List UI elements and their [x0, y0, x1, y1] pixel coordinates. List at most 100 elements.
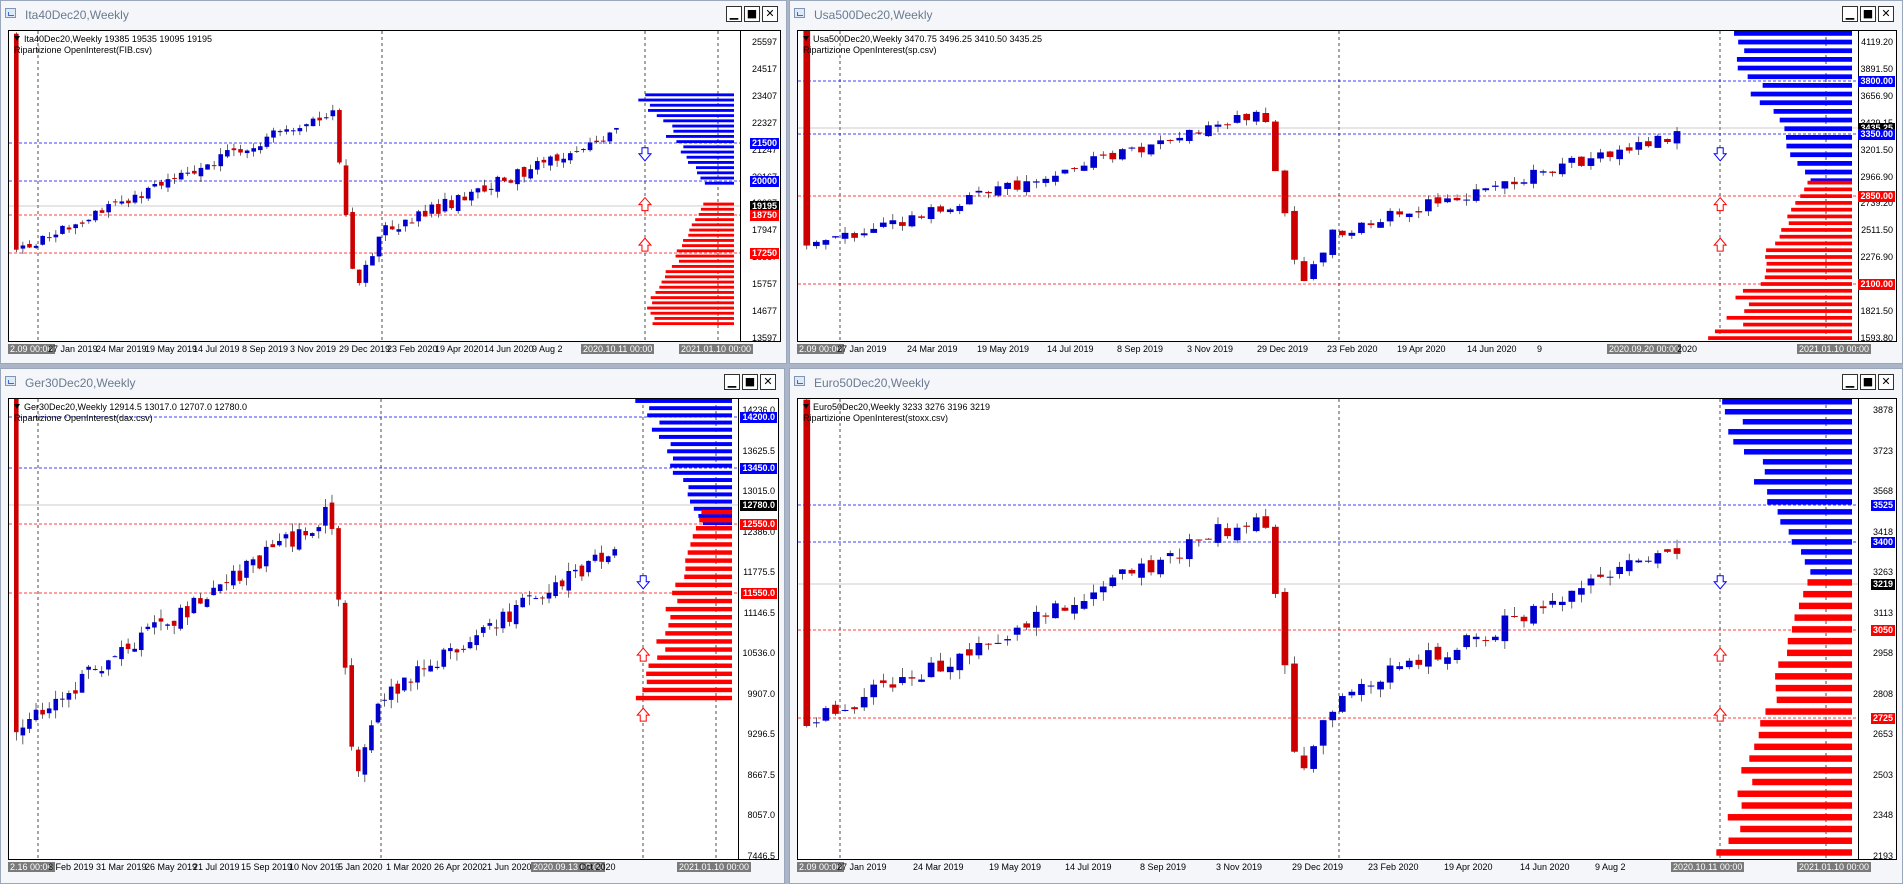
price-scale[interactable]: 3878 3723 3568 3418 3263 3113 2958 2808 2653 2503…	[1858, 399, 1896, 859]
maximize-button[interactable]: ■	[1860, 6, 1876, 22]
time-cursor-label: 2.16 00:00	[8, 862, 55, 872]
chart-window-euro50[interactable]: Euro50Dec20,Weekly ▁ ■ ✕ Euro50Dec20,Weekly …	[789, 368, 1903, 884]
title-bar[interactable]: Euro50Dec20,Weekly ▁ ■ ✕	[790, 369, 1902, 396]
time-tick-label: 15 Sep 2019	[241, 862, 293, 872]
price-tick-label: 2511.50	[1861, 225, 1893, 235]
chart-plot-area[interactable]: Usa500Dec20,Weekly 3470.75 3496.25 3410.…	[797, 30, 1897, 342]
chart-window-ger30[interactable]: Ger30Dec20,Weekly ▁ ■ ✕ Ger30Dec20,Weekly 12…	[0, 368, 785, 884]
close-button[interactable]: ✕	[1878, 374, 1894, 390]
chart-window-icon	[5, 376, 16, 386]
price-tick-label: 24517	[751, 64, 777, 74]
time-scale[interactable]: 2.09 00:00 27 Jan 2019 24 Mar 2019 19 May 2…	[797, 862, 1897, 876]
bull-candle	[152, 622, 157, 628]
call-oi-bar	[1736, 57, 1852, 62]
bull-candle	[283, 534, 289, 539]
put-oi-bar	[1752, 778, 1852, 786]
chart-window-usa500[interactable]: Usa500Dec20,Weekly ▁ ■ ✕ Usa500Dec20,Weekly …	[789, 0, 1903, 364]
bull-candle	[152, 184, 158, 187]
bull-candle	[1176, 137, 1184, 141]
price-scale[interactable]: 2559724517234072232721247201671908717947…	[740, 31, 780, 341]
bull-candle	[1090, 592, 1098, 600]
bear-candle	[408, 681, 414, 683]
call-oi-bar	[1784, 126, 1852, 132]
minimize-button[interactable]: ▁	[724, 374, 740, 390]
time-tick-label: 24 Mar 2019	[913, 862, 964, 872]
title-bar[interactable]: Usa500Dec20,Weekly ▁ ■ ✕	[790, 1, 1902, 28]
title-bar[interactable]: Ger30Dec20,Weekly ▁ ■ ✕	[1, 369, 784, 396]
bear-candle	[1071, 168, 1078, 170]
bull-candle	[416, 211, 421, 222]
bull-candle	[403, 219, 408, 227]
maximize-button[interactable]: ■	[1860, 374, 1876, 390]
call-oi-bar	[1762, 459, 1852, 465]
minimize-button[interactable]: ▁	[1842, 6, 1858, 22]
put-oi-bar	[695, 526, 732, 531]
put-oi-bar	[1716, 849, 1852, 856]
bull-candle	[73, 224, 78, 229]
bull-candle	[1520, 182, 1528, 184]
bull-candle	[145, 187, 151, 199]
bull-candle	[1587, 578, 1595, 586]
bear-candle	[1243, 113, 1251, 121]
bull-candle	[879, 222, 887, 227]
collapse-triangle-icon[interactable]	[14, 36, 20, 41]
put-oi-bar	[690, 542, 732, 547]
bull-candle	[586, 560, 591, 573]
call-oi-bar	[645, 93, 734, 97]
close-button[interactable]: ✕	[1878, 6, 1894, 22]
bull-candle	[1329, 229, 1337, 255]
call-oi-bar	[702, 521, 732, 526]
time-cursor-label: 2.09 00:00	[8, 344, 55, 354]
time-scale[interactable]: 2.09 00:00 27 Jan 2019 24 Mar 2019 19 May 2…	[8, 344, 781, 358]
arrow-up-icon	[637, 196, 653, 212]
bull-candle	[218, 154, 224, 167]
chart-window-ita40[interactable]: Ita40Dec20,Weekly ▁ ■ ✕ Ita40Dec20,Weekly 19…	[0, 0, 787, 364]
bull-candle	[515, 169, 520, 185]
chart-plot-area[interactable]: Euro50Dec20,Weekly 3233 3276 3196 3219 R…	[797, 398, 1897, 860]
call-oi-bar	[1750, 91, 1852, 97]
maximize-button[interactable]: ■	[744, 6, 760, 22]
chart-plot-area[interactable]: Ger30Dec20,Weekly 12914.5 13017.0 12707.…	[8, 398, 779, 860]
collapse-triangle-icon[interactable]	[14, 404, 20, 409]
price-tick-label: 3201.50	[1860, 145, 1893, 155]
title-bar[interactable]: Ita40Dec20,Weekly ▁ ■ ✕	[1, 1, 786, 28]
bear-candle	[1664, 549, 1671, 552]
bull-candle	[832, 236, 839, 238]
time-scale[interactable]: 2.16 00:00 3 Feb 2019 31 Mar 2019 26 May 20…	[8, 862, 779, 876]
collapse-triangle-icon[interactable]	[803, 36, 809, 41]
put-oi-bar	[1804, 187, 1852, 192]
bear-candle	[349, 665, 355, 747]
maximize-button[interactable]: ■	[742, 374, 758, 390]
collapse-triangle-icon[interactable]	[803, 404, 809, 409]
bull-candle	[566, 571, 572, 591]
put-oi-bar	[1728, 837, 1852, 844]
chart-plot-area[interactable]: Ita40Dec20,Weekly 19385 19535 19095 1919…	[8, 30, 781, 342]
price-level-badge: 13450.0	[740, 463, 777, 474]
price-tick-label: 13015.0	[742, 486, 775, 496]
time-scale[interactable]: 2.09 00:00 27 Jan 2019 24 Mar 2019 19 May 2…	[797, 344, 1897, 358]
bear-candle	[40, 709, 45, 715]
bull-candle	[441, 649, 447, 667]
bull-candle	[429, 204, 435, 214]
bull-candle	[1166, 553, 1174, 557]
bull-candle	[1635, 142, 1643, 150]
price-scale[interactable]: 4119.203891.503656.903429.153201.502966.…	[1858, 31, 1896, 341]
bull-candle	[1625, 560, 1633, 572]
bear-candle	[125, 643, 131, 650]
bull-candle	[1501, 615, 1509, 642]
bear-candle	[1205, 538, 1212, 540]
close-button[interactable]: ✕	[762, 6, 778, 22]
call-oi-bar	[1777, 509, 1852, 515]
minimize-button[interactable]: ▁	[726, 6, 742, 22]
bull-candle	[277, 131, 283, 133]
price-scale[interactable]: 14236.0 13625.5 13015.0 12386.0 11775.5 11146…	[738, 399, 778, 859]
close-button[interactable]: ✕	[760, 374, 776, 390]
bull-candle	[60, 698, 65, 700]
put-oi-bar	[692, 534, 732, 539]
call-oi-bar	[638, 98, 734, 102]
put-oi-bar	[1766, 261, 1852, 266]
bull-candle	[1319, 720, 1327, 746]
minimize-button[interactable]: ▁	[1842, 374, 1858, 390]
symbol-ohlc-line: Euro50Dec20,Weekly 3233 3276 3196 3219	[813, 402, 990, 412]
bull-candle	[178, 607, 184, 629]
